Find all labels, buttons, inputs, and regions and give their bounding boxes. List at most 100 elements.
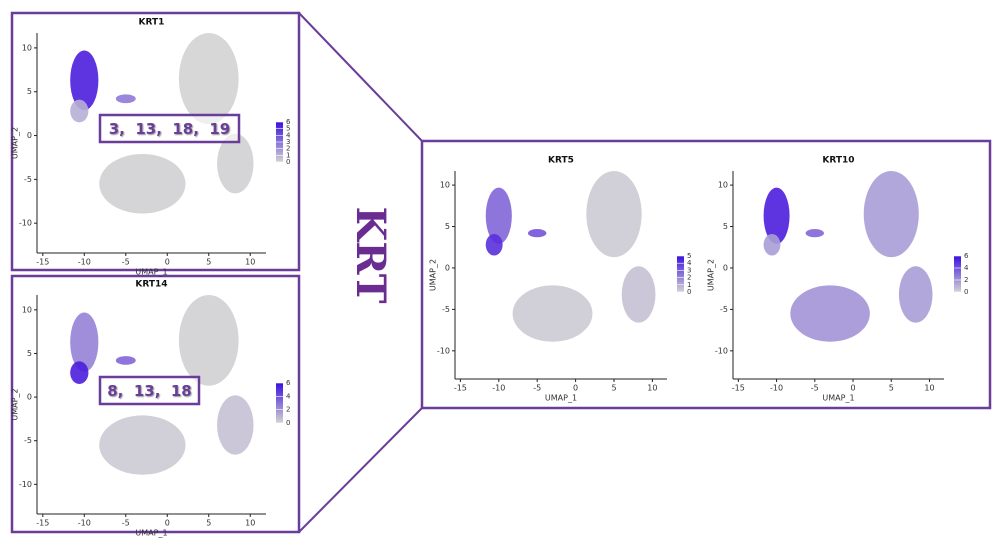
y-tick-label: 0 bbox=[723, 263, 728, 272]
annotation: 8, 13, 18 bbox=[107, 382, 191, 400]
x-tick-label: -10 bbox=[770, 384, 783, 393]
x-tick-label: 10 bbox=[647, 384, 657, 393]
cell-cluster bbox=[70, 312, 99, 372]
connector bbox=[298, 407, 423, 533]
colorbar-label: 3 bbox=[286, 138, 290, 146]
colorbar-label: 6 bbox=[964, 252, 969, 260]
y-tick-label: -5 bbox=[24, 436, 32, 445]
annotation-box bbox=[98, 113, 241, 144]
panel-frame bbox=[10, 11, 301, 272]
cell-cluster bbox=[586, 171, 642, 258]
y-tick-label: -10 bbox=[19, 480, 32, 489]
cell-cluster bbox=[99, 153, 186, 214]
cell-cluster bbox=[178, 295, 239, 386]
x-axis-label: UMAP_1 bbox=[135, 529, 167, 538]
x-tick-label: -10 bbox=[78, 519, 91, 528]
colorbar-label: 0 bbox=[286, 158, 290, 166]
x-tick-label: 0 bbox=[573, 384, 578, 393]
y-tick-label: -10 bbox=[19, 219, 32, 228]
x-tick-label: 5 bbox=[889, 384, 894, 393]
colorbar-label: 4 bbox=[687, 259, 692, 267]
annotation-box bbox=[98, 375, 201, 406]
colorbar-label: 6 bbox=[286, 118, 291, 126]
y-tick-label: 10 bbox=[440, 181, 450, 190]
panel-title: KRT10 bbox=[822, 156, 854, 166]
y-axis-label: UMAP_2 bbox=[429, 259, 438, 291]
y-tick-label: 10 bbox=[22, 305, 32, 314]
colorbar bbox=[677, 256, 684, 292]
colorbar-label: 0 bbox=[687, 288, 691, 296]
x-tick-label: 0 bbox=[850, 384, 855, 393]
x-tick-label: -5 bbox=[122, 519, 130, 528]
cell-cluster bbox=[178, 33, 239, 125]
cell-cluster bbox=[898, 266, 933, 323]
connector bbox=[298, 12, 423, 142]
cell-cluster bbox=[217, 395, 254, 455]
annotation: 3, 13, 18, 19 bbox=[109, 120, 231, 138]
colorbar-label: 2 bbox=[286, 145, 290, 153]
cell-cluster bbox=[527, 229, 547, 238]
y-tick-label: 5 bbox=[445, 222, 450, 231]
panel-title: KRT5 bbox=[548, 156, 574, 166]
x-tick-label: 10 bbox=[924, 384, 934, 393]
x-tick-label: 5 bbox=[206, 519, 211, 528]
x-tick-label: -5 bbox=[811, 384, 819, 393]
colorbar-label: 3 bbox=[687, 266, 691, 274]
colorbar-label: 1 bbox=[286, 151, 290, 159]
x-tick-label: 5 bbox=[206, 258, 211, 267]
colorbar bbox=[954, 256, 961, 292]
x-tick-label: -15 bbox=[732, 384, 745, 393]
colorbar-label: 0 bbox=[286, 419, 290, 427]
y-axis-label: UMAP_2 bbox=[11, 388, 20, 420]
y-tick-label: -5 bbox=[24, 175, 32, 184]
y-tick-label: -5 bbox=[720, 305, 728, 314]
x-tick-label: 0 bbox=[165, 258, 170, 267]
cell-cluster bbox=[763, 233, 781, 256]
x-tick-label: -5 bbox=[122, 258, 130, 267]
cell-cluster bbox=[512, 285, 593, 342]
y-tick-label: 5 bbox=[27, 349, 32, 358]
colorbar-label: 6 bbox=[286, 379, 291, 387]
x-axis-label: UMAP_1 bbox=[545, 394, 577, 403]
colorbar-label: 4 bbox=[286, 392, 291, 400]
panel-frame bbox=[10, 274, 301, 534]
colorbar-label: 2 bbox=[286, 406, 290, 414]
x-tick-label: 5 bbox=[611, 384, 616, 393]
colorbar-label: 4 bbox=[964, 264, 969, 272]
y-tick-label: -5 bbox=[442, 305, 450, 314]
y-tick-label: 0 bbox=[445, 263, 450, 272]
x-tick-label: -15 bbox=[454, 384, 467, 393]
colorbar-label: 0 bbox=[964, 288, 968, 296]
cell-cluster bbox=[217, 133, 254, 194]
x-tick-label: 0 bbox=[165, 519, 170, 528]
cell-cluster bbox=[485, 233, 503, 256]
y-axis-label: UMAP_2 bbox=[11, 127, 20, 159]
y-axis-label: UMAP_2 bbox=[707, 259, 716, 291]
x-axis-label: UMAP_1 bbox=[135, 268, 167, 277]
cell-cluster bbox=[70, 50, 99, 111]
x-tick-label: 10 bbox=[245, 258, 255, 267]
panel-title: KRT14 bbox=[135, 280, 167, 290]
colorbar-label: 2 bbox=[687, 274, 691, 282]
y-tick-label: 0 bbox=[27, 393, 32, 402]
panel-title: KRT1 bbox=[139, 18, 165, 28]
x-tick-label: 10 bbox=[245, 519, 255, 528]
y-tick-label: 5 bbox=[27, 87, 32, 96]
cell-cluster bbox=[115, 356, 136, 365]
y-tick-label: 10 bbox=[22, 43, 32, 52]
colorbar bbox=[276, 383, 283, 423]
y-tick-label: -10 bbox=[715, 346, 728, 355]
colorbar-label: 5 bbox=[286, 125, 290, 133]
x-tick-label: -15 bbox=[36, 258, 49, 267]
cell-cluster bbox=[485, 187, 512, 244]
cell-cluster bbox=[70, 99, 89, 123]
colorbar-label: 2 bbox=[964, 276, 968, 284]
x-tick-label: -10 bbox=[492, 384, 505, 393]
cell-cluster bbox=[790, 285, 870, 342]
colorbar-label: 1 bbox=[687, 281, 691, 289]
cell-cluster bbox=[70, 361, 89, 384]
colorbar-label: 4 bbox=[286, 131, 291, 139]
cell-cluster bbox=[805, 229, 824, 238]
cell-cluster bbox=[763, 187, 790, 244]
y-tick-label: 5 bbox=[723, 222, 728, 231]
